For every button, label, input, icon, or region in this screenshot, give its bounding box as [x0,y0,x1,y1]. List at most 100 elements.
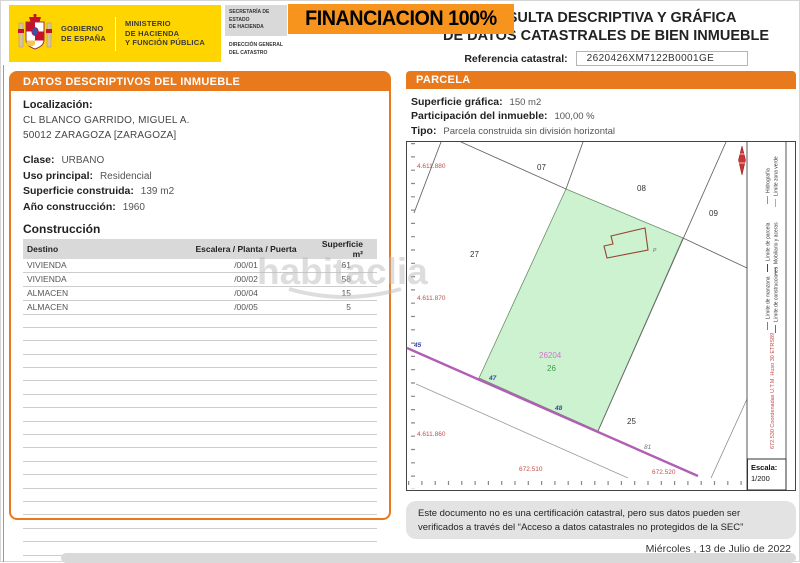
referencia-catastral-row: Referencia catastral: 2620426XM7122B0001… [416,51,796,66]
table-row-empty [23,447,377,462]
col-destino: Destino [23,238,186,259]
parcela-participacion: Participación del inmueble: 100,00 % [411,110,795,122]
col-escalera: Escalera / Planta / Puerta [185,238,307,259]
parcela-participacion-value: 100,00 % [554,111,595,122]
table-row-empty [23,421,377,436]
coord-label-x2: 672.520 [652,469,676,476]
address-line2: 50012 ZARAGOZA [ZARAGOZA] [23,130,177,141]
point-label-81: 81 [644,444,652,451]
ministerio-line3: Y FUNCIÓN PÚBLICA [125,38,205,48]
cell-destino: VIVIENDA [23,258,186,273]
cell-destino: ALMACEN [23,300,186,315]
field-superficie-value: 139 m2 [140,186,175,197]
field-uso: Uso principal: Residencial [23,170,377,182]
gobierno-line2: DE ESPAÑA [61,33,107,43]
scale-label: Escala: [751,463,777,472]
table-row-empty [23,514,377,529]
secretaria-line1: SECRETARÍA DE ESTADO [229,9,270,23]
field-clase-value: URBANO [61,155,105,166]
parcela-superficie-value: 150 m2 [509,96,542,108]
point-label-47: 47 [488,375,497,382]
gobierno-text: GOBIERNO DE ESPAÑA [54,24,113,43]
cell-escalera: /00/05 [185,300,307,315]
parcela-participacion-label: Participación del inmueble: [411,110,548,122]
table-row-empty [23,394,377,409]
col-superficie: Superficie m² [306,238,377,259]
financiacion-banner-text: FINANCIACION 100% [305,7,497,30]
gobierno-logo: GOBIERNO DE ESPAÑA MINISTERIO DE HACIEND… [9,5,221,62]
construccion-title: Construcción [23,221,101,236]
field-clase-label: Clase: [23,154,55,166]
point-label-48: 48 [554,405,563,412]
localizacion-label: Localización: [23,99,93,111]
field-ano-value: 1960 [122,201,145,213]
coord-label-y2: 4.611.870 [417,295,446,302]
boundary-line [682,237,748,269]
utm-coordinates-text: 672.530 Coordenadas U.T.M. Huso 30 ETRS8… [770,333,776,449]
referencia-catastral-value: 2620426XM7122B0001GE [575,51,748,66]
cell-destino: VIVIENDA [23,272,186,287]
document-date: Miércoles , 13 de Julio de 2022 [645,543,791,555]
coord-label-y3: 4.611.860 [417,431,446,438]
secretaria-block: SECRETARÍA DE ESTADO DE HACIENDA [225,5,287,36]
parcela-header: PARCELA [406,71,796,89]
parcel-ref-label: 26204 [539,351,562,360]
table-row: VIVIENDA /00/01 61 [23,258,377,273]
cell-escalera: /00/04 [185,286,307,301]
parcel-map-svg: 4.611.880 4.611.870 4.611.860 672.510 67… [406,141,796,491]
boundary-line [460,141,567,190]
parcela-superficie: Superficie gráfica: 150 m2 [411,96,795,108]
parcela-tipo-label: Tipo: [411,124,437,137]
parcel-label-25: 25 [627,417,636,426]
bottom-gray-strip [61,553,796,563]
ministerio-text: MINISTERIO DE HACIENDA Y FUNCIÓN PÚBLICA [118,19,212,47]
cell-superficie: 61 [306,258,377,273]
legend-label-construcciones: Límite de construcciones [774,266,780,322]
point-label-45: 45 [413,342,422,349]
parcel-label-08: 08 [637,184,646,193]
document-title-line1: CONSULTA DESCRIPTIVA Y GRÁFICA [475,10,737,26]
table-row-empty [23,488,377,502]
cell-superficie: 58 [306,272,377,287]
parcela-tipo: Tipo: Parcela construida sin división ho… [411,125,795,137]
direccion-line1: DIRECCIÓN GENERAL [229,42,283,48]
boundary-line [597,141,727,432]
secretaria-line2: DE HACIENDA [229,24,264,30]
table-row-empty [23,314,377,328]
parcel-label-07: 07 [537,163,546,172]
address-line1: CL BLANCO GARRIDO, MIGUEL A. [23,115,190,126]
parcel-label-27: 27 [470,250,479,259]
document-title-line2: DE DATOS CATASTRALES DE BIEN INMUEBLE [443,28,769,44]
building-p-mark: P [653,248,657,254]
boundary-line [413,141,442,214]
referencia-catastral-label: Referencia catastral: [464,52,568,65]
table-row: ALMACEN /00/05 5 [23,300,377,315]
inmueble-fields: Clase: URBANO Uso principal: Residencial… [23,154,377,213]
table-row-empty [23,367,377,382]
construccion-table: Destino Escalera / Planta / Puerta Super… [23,238,377,556]
parcel-label-26: 26 [547,364,556,373]
table-row: ALMACEN /00/04 15 [23,286,377,301]
cell-destino: ALMACEN [23,286,186,301]
table-row-empty [23,340,377,355]
parcel-label-09: 09 [709,209,718,218]
table-row-empty [23,461,377,476]
cell-escalera: /00/01 [185,258,307,273]
direccion-line2: DEL CATASTRO [229,49,268,56]
parcela-info: Superficie gráfica: 150 m2 Participación… [411,93,795,137]
table-row-empty [23,474,377,489]
scan-edge-line [3,65,4,562]
spain-coat-of-arms-icon [18,13,52,50]
table-row-empty [23,380,377,395]
ministerio-line1: MINISTERIO [125,19,171,29]
parcela-tipo-value: Parcela construida sin división horizont… [443,125,616,137]
building-outline [603,227,649,259]
legend-label-hidrografia: Hidrografía [766,168,772,193]
coord-label-y1: 4.611.880 [417,163,446,170]
datos-inmueble-panel: DATOS DESCRIPTIVOS DEL INMUEBLE Localiza… [9,71,391,556]
table-row-empty [23,407,377,422]
field-clase: Clase: URBANO [23,154,377,166]
table-row: VIVIENDA /00/02 58 [23,272,377,287]
parcel-map: 4.611.880 4.611.870 4.611.860 672.510 67… [406,141,796,491]
